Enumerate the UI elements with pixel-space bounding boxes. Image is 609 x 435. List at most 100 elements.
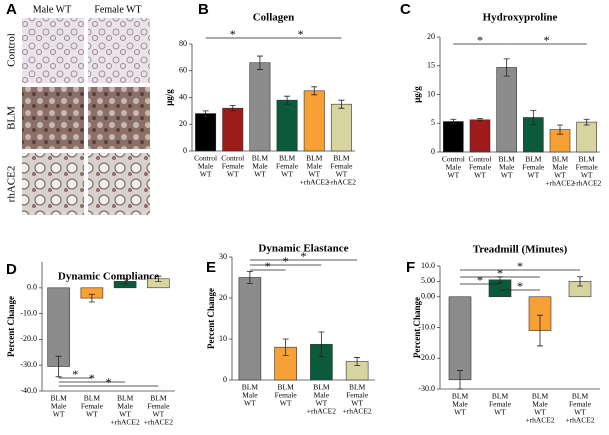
chart-title: Collagen <box>253 12 295 24</box>
x-tick-label: WT <box>244 399 256 408</box>
x-tick-label: +rhACE2 <box>300 178 329 187</box>
panel-letter: F <box>406 259 415 276</box>
micrograph <box>22 153 84 215</box>
panel-letter: A <box>6 1 17 18</box>
x-tick-label: Female <box>576 163 599 172</box>
x-tick-label: Male <box>198 162 214 171</box>
y-tick-label: 20 <box>427 32 435 41</box>
error-bar <box>256 55 263 70</box>
panel-letter: D <box>6 261 17 278</box>
x-tick-label: BLM <box>150 394 167 403</box>
significance-mark: * <box>298 27 304 41</box>
significance-mark: * <box>517 259 523 273</box>
y-tick-label: 20 <box>179 119 187 128</box>
y-tick-label: -10.0 <box>418 322 435 331</box>
x-tick-label: BLM <box>572 392 589 401</box>
significance-mark: * <box>477 273 483 287</box>
bar <box>496 67 517 153</box>
bar <box>195 113 217 152</box>
x-tick-label: BLM <box>313 383 330 392</box>
error-bar <box>318 331 325 358</box>
x-tick-label: Female <box>522 163 545 172</box>
x-tick-label: WT <box>280 399 292 408</box>
micrograph <box>88 18 150 83</box>
y-axis-label: Percent Change <box>412 297 422 358</box>
significance-mark: * <box>477 33 483 47</box>
x-tick-label: Male <box>117 402 133 411</box>
error-bar <box>155 275 162 282</box>
error-bar <box>457 370 463 390</box>
x-tick-label: Female <box>81 402 104 411</box>
chart-title: Dynamic Elastance <box>258 243 348 255</box>
x-tick-label: Male <box>452 400 468 409</box>
y-axis-label: μg/g <box>412 86 422 103</box>
x-tick-label: +rhACE2 <box>525 416 554 425</box>
x-tick-label: Female <box>346 391 369 400</box>
chart-title: Hydroxyproline <box>483 12 558 24</box>
y-tick-label: 0 <box>431 147 435 156</box>
y-tick-label: 15 <box>427 61 435 70</box>
x-tick-label: BLM <box>117 394 134 403</box>
x-tick-label: +rhACE2 <box>327 178 356 187</box>
error-bar <box>246 270 253 285</box>
y-axis-label: μg/g <box>164 89 174 106</box>
x-tick-label: WT <box>534 408 546 417</box>
x-tick-label: +rhACE2 <box>307 407 336 416</box>
chart-title: Dynamic Compliance <box>58 271 159 283</box>
y-axis-label: Percent Change <box>206 288 216 349</box>
bar <box>469 119 491 153</box>
x-tick-label: BLM <box>349 383 366 392</box>
x-tick-label: Female <box>469 163 492 172</box>
error-bar <box>583 118 590 126</box>
x-tick-label: WT <box>227 170 239 179</box>
error-bar <box>537 314 543 347</box>
y-tick-label: -40.0 <box>20 386 37 395</box>
bar <box>330 103 352 152</box>
x-tick-label: +rhACE2 <box>545 179 574 188</box>
y-tick-label: 5.00 <box>421 276 435 285</box>
x-tick-label: WT <box>281 170 293 179</box>
x-tick-label: Female <box>569 400 592 409</box>
bar <box>448 296 472 381</box>
error-bar <box>503 58 510 77</box>
x-tick-label: WT <box>447 171 459 180</box>
panel-letter: C <box>400 1 411 18</box>
x-tick-label: BLM <box>452 392 469 401</box>
error-bar <box>354 357 361 367</box>
y-tick-label: 80 <box>179 39 187 48</box>
panel-letter: B <box>198 1 209 18</box>
error-bar <box>284 95 291 105</box>
x-tick-label: BLM <box>252 154 269 163</box>
x-tick-label: +rhACE2 <box>144 418 173 427</box>
x-tick-label: BLM <box>532 392 549 401</box>
x-tick-label: WT <box>574 408 586 417</box>
bar <box>576 121 597 153</box>
x-tick-label: WT <box>494 408 506 417</box>
y-tick-label: -30.0 <box>418 384 435 393</box>
panel-letter: E <box>206 259 216 276</box>
x-tick-label: Female <box>222 162 245 171</box>
x-tick-label: Male <box>552 163 568 172</box>
panel-a: A Male WT Female WT Control BLM rhACE2 <box>6 1 150 215</box>
error-bar <box>88 293 95 303</box>
error-bar <box>477 118 483 122</box>
x-tick-label: BLM <box>552 155 569 164</box>
error-bar <box>202 110 209 117</box>
bar <box>222 107 244 152</box>
bar <box>249 62 271 152</box>
x-tick-label: Control <box>442 155 465 164</box>
x-tick-label: Male <box>307 162 323 171</box>
bar <box>303 90 325 152</box>
y-tick-label: 60 <box>179 66 187 75</box>
x-tick-label: +rhACE2 <box>565 416 594 425</box>
x-tick-label: WT <box>200 170 212 179</box>
error-bar <box>557 124 563 135</box>
x-tick-label: +rhACE2 <box>343 407 372 416</box>
error-bar <box>122 278 129 285</box>
x-tick-label: Control <box>194 154 217 163</box>
row-label: BLM <box>6 106 18 130</box>
y-tick-label: 10 <box>427 89 435 98</box>
column-label: Male WT <box>33 4 71 15</box>
x-tick-label: Female <box>147 402 170 411</box>
